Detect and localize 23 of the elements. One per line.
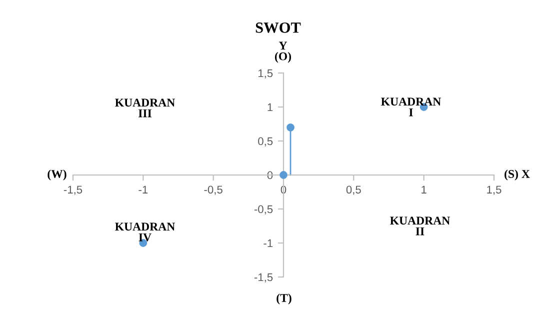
text: (S) X (504, 170, 530, 180)
x-tick-label: 1,5 (487, 186, 502, 195)
x-tick-label: -1 (138, 186, 148, 194)
y-tick-label: 1 (268, 103, 273, 112)
text: Y (O) (274, 42, 292, 63)
y-tick-label: -1 (264, 239, 273, 248)
chart-title: SWOT (256, 22, 301, 33)
x-tick-label: -1,5 (64, 186, 82, 195)
point (286, 123, 294, 132)
y-tick-label: -0,5 (254, 205, 273, 214)
annotation: KUADRAN II (390, 216, 450, 236)
x-tick-label: 0,5 (346, 186, 361, 195)
text: (W) (48, 170, 66, 180)
y-tick-label: 0,5 (258, 137, 273, 146)
annotation: KUADRAN I (381, 98, 442, 116)
annotation: KUADRAN IV (115, 222, 176, 242)
annotation: KUADRAN III (115, 98, 176, 118)
x-tick-label: -0,5 (204, 186, 222, 195)
y-tick-label: 1,5 (258, 69, 273, 78)
point (280, 171, 288, 179)
y-tick-label: -1,5 (254, 273, 273, 282)
text: (T) (276, 294, 292, 304)
x-tick-label: 1 (422, 186, 426, 194)
